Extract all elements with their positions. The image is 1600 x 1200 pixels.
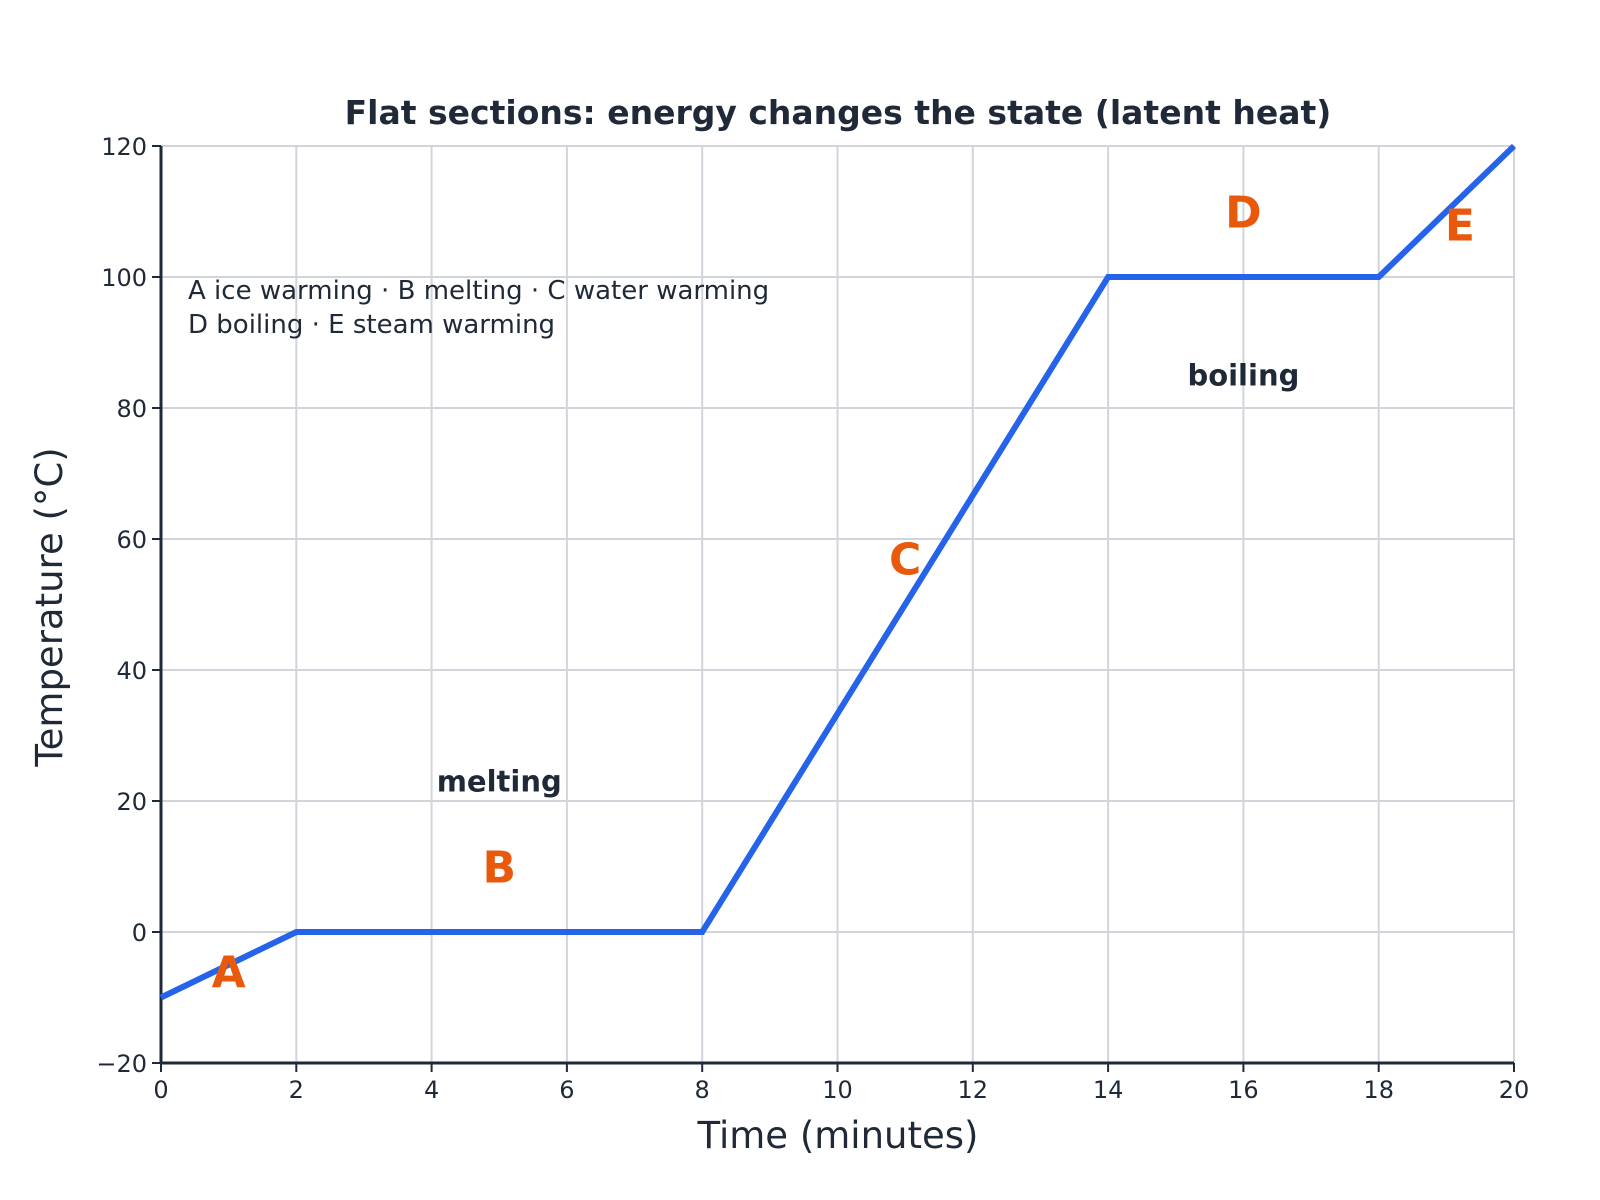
x-tick-label: 12 bbox=[958, 1076, 989, 1104]
y-tick-label: 40 bbox=[116, 657, 147, 685]
y-tick-label: 80 bbox=[116, 395, 147, 423]
segment-label-b: B bbox=[482, 843, 516, 894]
y-tick-label: 120 bbox=[101, 133, 147, 161]
legend-box: A ice warming · B melting · C water warm… bbox=[188, 276, 769, 340]
legend-line-1: A ice warming · B melting · C water warm… bbox=[188, 276, 769, 306]
x-tick-label: 20 bbox=[1499, 1076, 1530, 1104]
y-tick-label: 60 bbox=[116, 526, 147, 554]
y-tick-label: 0 bbox=[132, 919, 147, 947]
y-tick-label: −20 bbox=[96, 1050, 147, 1078]
x-tick-label: 2 bbox=[289, 1076, 304, 1104]
x-tick-label: 18 bbox=[1363, 1076, 1394, 1104]
x-tick-label: 4 bbox=[424, 1076, 439, 1104]
x-tick-label: 10 bbox=[822, 1076, 853, 1104]
y-axis-label: Temperature (°C) bbox=[28, 447, 71, 767]
heating-curve-line bbox=[159, 143, 1517, 1001]
y-tick-label: 20 bbox=[116, 788, 147, 816]
segment-label-d: D bbox=[1225, 188, 1262, 239]
x-tick-label: 8 bbox=[695, 1076, 710, 1104]
phase-label-melting: melting bbox=[437, 764, 562, 798]
segment-label-c: C bbox=[889, 535, 921, 586]
segment-label-e: E bbox=[1445, 201, 1475, 252]
x-tick-label: 0 bbox=[153, 1076, 168, 1104]
segment-label-a: A bbox=[212, 947, 246, 998]
x-tick-label: 16 bbox=[1228, 1076, 1259, 1104]
series-layer bbox=[159, 143, 1517, 1001]
x-tick-label: 14 bbox=[1093, 1076, 1124, 1104]
legend-line-2: D boiling · E steam warming bbox=[188, 310, 555, 340]
x-axis-label: Time (minutes) bbox=[697, 1114, 979, 1157]
chart-title: Flat sections: energy changes the state … bbox=[345, 93, 1332, 132]
x-tick-label: 6 bbox=[559, 1076, 574, 1104]
y-tick-label: 100 bbox=[101, 264, 147, 292]
phase-label-boiling: boiling bbox=[1187, 358, 1299, 392]
